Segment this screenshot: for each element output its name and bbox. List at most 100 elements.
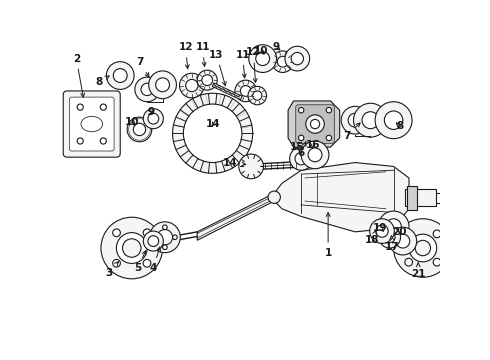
- Text: 7: 7: [136, 58, 149, 77]
- FancyBboxPatch shape: [405, 189, 436, 206]
- Circle shape: [308, 148, 322, 162]
- Circle shape: [298, 108, 304, 113]
- Circle shape: [370, 219, 394, 243]
- Circle shape: [127, 117, 152, 142]
- Circle shape: [163, 245, 167, 249]
- Circle shape: [415, 240, 431, 256]
- Text: 15: 15: [290, 142, 305, 152]
- Circle shape: [149, 222, 180, 253]
- Text: 6: 6: [297, 142, 306, 158]
- Circle shape: [396, 234, 410, 248]
- Text: 4: 4: [149, 247, 161, 273]
- FancyBboxPatch shape: [408, 186, 416, 210]
- Circle shape: [144, 109, 163, 129]
- Text: 5: 5: [134, 251, 146, 273]
- Circle shape: [148, 236, 159, 247]
- Circle shape: [143, 260, 151, 267]
- Text: 11: 11: [235, 50, 250, 78]
- Text: 19: 19: [373, 223, 388, 233]
- Circle shape: [179, 73, 204, 98]
- Circle shape: [433, 258, 441, 266]
- Circle shape: [117, 233, 147, 264]
- FancyBboxPatch shape: [70, 97, 114, 151]
- Text: 10: 10: [254, 46, 269, 56]
- Circle shape: [77, 104, 83, 110]
- Text: 21: 21: [411, 263, 425, 279]
- Circle shape: [298, 135, 304, 141]
- Circle shape: [143, 229, 151, 237]
- Circle shape: [362, 112, 379, 129]
- Circle shape: [157, 230, 172, 245]
- Text: 8: 8: [396, 121, 403, 131]
- Circle shape: [384, 232, 395, 243]
- Text: 13: 13: [209, 50, 226, 86]
- Circle shape: [375, 102, 412, 139]
- Circle shape: [326, 135, 332, 141]
- Circle shape: [376, 225, 388, 237]
- Text: 11: 11: [196, 42, 210, 66]
- FancyBboxPatch shape: [296, 105, 334, 143]
- FancyBboxPatch shape: [63, 91, 120, 157]
- Circle shape: [384, 111, 403, 130]
- Text: 16: 16: [305, 140, 320, 150]
- Circle shape: [163, 225, 167, 230]
- Circle shape: [341, 106, 369, 134]
- Circle shape: [268, 191, 280, 203]
- Circle shape: [183, 104, 242, 163]
- Circle shape: [393, 219, 452, 277]
- Circle shape: [291, 53, 303, 65]
- Circle shape: [295, 153, 307, 165]
- Circle shape: [197, 70, 217, 90]
- Text: 1: 1: [324, 213, 332, 258]
- Circle shape: [285, 46, 310, 71]
- Circle shape: [256, 52, 270, 66]
- Circle shape: [144, 231, 163, 251]
- Circle shape: [101, 217, 163, 279]
- Circle shape: [149, 71, 176, 99]
- Circle shape: [113, 260, 121, 267]
- Circle shape: [141, 83, 153, 95]
- Circle shape: [122, 239, 141, 257]
- Circle shape: [172, 235, 177, 239]
- Text: 2: 2: [73, 54, 85, 97]
- Circle shape: [113, 69, 127, 82]
- Text: 20: 20: [392, 227, 407, 237]
- Ellipse shape: [81, 116, 102, 132]
- Circle shape: [77, 138, 83, 144]
- Circle shape: [172, 93, 253, 173]
- Circle shape: [405, 230, 413, 238]
- Circle shape: [248, 86, 267, 105]
- Text: 14: 14: [223, 158, 246, 167]
- Text: 9: 9: [147, 108, 154, 117]
- Text: 12: 12: [246, 48, 261, 82]
- Circle shape: [106, 62, 134, 89]
- Circle shape: [253, 91, 262, 100]
- Polygon shape: [197, 193, 274, 240]
- Circle shape: [290, 147, 313, 170]
- Text: 7: 7: [343, 123, 360, 141]
- Circle shape: [135, 77, 159, 102]
- Circle shape: [272, 51, 294, 72]
- Polygon shape: [274, 163, 409, 232]
- Circle shape: [239, 154, 264, 179]
- Circle shape: [240, 86, 251, 96]
- Circle shape: [100, 104, 106, 110]
- Circle shape: [326, 108, 332, 113]
- Circle shape: [148, 113, 159, 124]
- Circle shape: [133, 123, 146, 136]
- Text: 8: 8: [96, 76, 109, 87]
- Circle shape: [348, 113, 362, 127]
- Polygon shape: [288, 101, 340, 147]
- Circle shape: [235, 80, 256, 102]
- Circle shape: [156, 78, 170, 92]
- Circle shape: [113, 229, 121, 237]
- Circle shape: [152, 235, 157, 239]
- Circle shape: [202, 75, 213, 86]
- Circle shape: [379, 226, 400, 248]
- Circle shape: [100, 138, 106, 144]
- Circle shape: [405, 258, 413, 266]
- Text: 12: 12: [178, 42, 193, 69]
- Circle shape: [301, 141, 329, 169]
- Text: 14: 14: [206, 119, 220, 129]
- Circle shape: [433, 230, 441, 238]
